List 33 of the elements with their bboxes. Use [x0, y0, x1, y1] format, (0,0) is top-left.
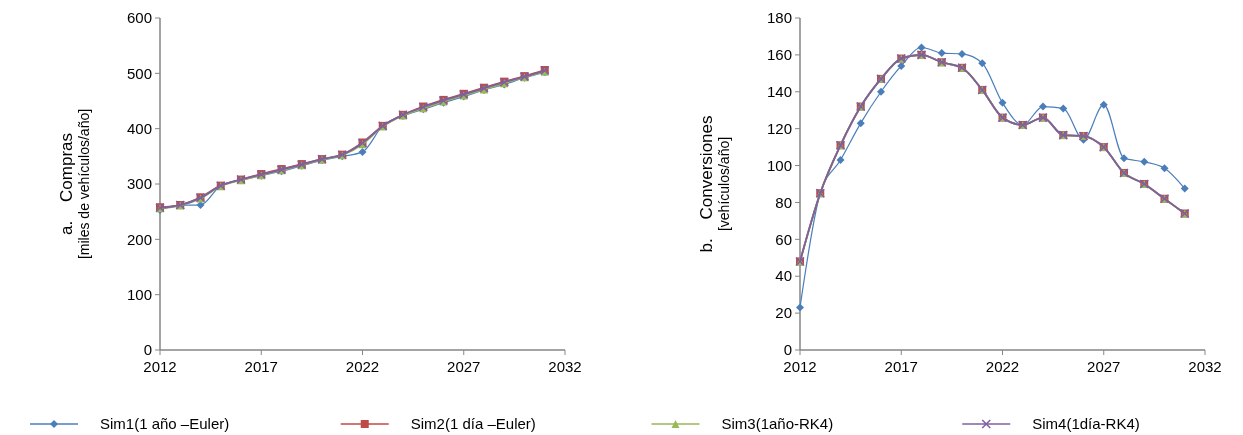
y-tick-label: 0	[783, 341, 792, 359]
x-tick-label: 2027	[1087, 358, 1121, 375]
legend-label: Sim3(1año-RK4)	[721, 415, 834, 433]
legend-label: Sim1(1 año –Euler)	[100, 415, 230, 433]
y-tick-label: 140	[766, 83, 792, 101]
y-axis-title: a. Compras [miles de vehículos/año]	[57, 108, 92, 260]
y-tick-label: 40	[775, 267, 792, 285]
y-tick-label: 300	[126, 175, 152, 193]
y-tick-label: 120	[766, 119, 792, 137]
x-tick-label: 2012	[783, 358, 817, 375]
legend-label: Sim4(1día-RK4)	[1032, 415, 1140, 433]
y-tick-label: 160	[766, 46, 792, 64]
y-tick-label: 80	[775, 193, 792, 211]
y-tick-label: 500	[126, 64, 152, 82]
x-tick-label: 2027	[447, 358, 481, 375]
x-tick-label: 2022	[345, 358, 380, 375]
x-tick-label: 2032	[1188, 358, 1222, 375]
x-tick-label: 2022	[985, 358, 1020, 375]
x-tick-label: 2032	[548, 358, 582, 375]
x-tick-label: 2017	[244, 358, 278, 375]
y-tick-label: 600	[126, 9, 152, 27]
y-tick-label: 20	[775, 304, 792, 322]
y-tick-label: 100	[766, 156, 792, 174]
y-tick-label: 200	[126, 230, 152, 248]
x-tick-label: 2017	[884, 358, 918, 375]
y-tick-label: 0	[143, 341, 152, 359]
y-axis-title: b. Conversiones [vehículos/año]	[697, 115, 732, 253]
y-tick-label: 60	[775, 230, 792, 248]
y-tick-label: 100	[126, 285, 152, 303]
y-tick-label: 400	[126, 119, 152, 137]
x-tick-label: 2012	[143, 358, 177, 375]
legend-label: Sim2(1 día –Euler)	[410, 415, 536, 433]
y-tick-label: 180	[766, 9, 792, 27]
